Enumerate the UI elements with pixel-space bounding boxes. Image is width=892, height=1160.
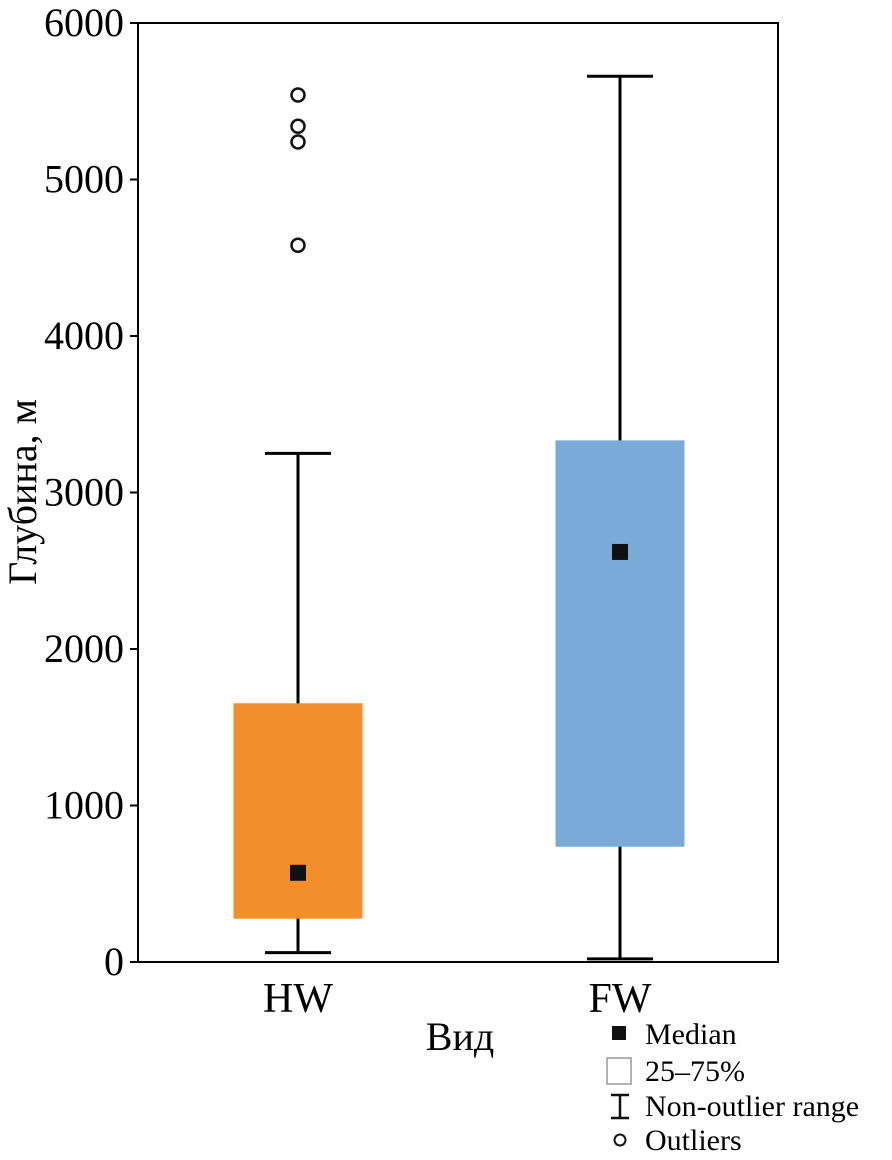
y-tick-label: 0 — [104, 939, 124, 984]
legend-range-icon — [611, 1093, 629, 1120]
y-tick-label: 4000 — [44, 313, 124, 358]
y-axis-title: Глубина, м — [0, 399, 45, 585]
x-tick-label: FW — [589, 976, 652, 1022]
y-tick-label: 3000 — [44, 470, 124, 515]
x-axis-title: Вид — [426, 1014, 494, 1059]
outlier-point — [290, 237, 306, 253]
outlier-point — [290, 87, 306, 103]
outlier-point — [290, 134, 306, 150]
legend: Median 25–75% Non-outlier range Outliers — [606, 1018, 859, 1157]
x-tick-label: HW — [263, 976, 333, 1022]
y-tick-label: 5000 — [44, 157, 124, 202]
y-tick-label: 2000 — [44, 626, 124, 671]
median-marker — [290, 864, 306, 881]
iqr-box — [555, 440, 685, 847]
y-tick-label: 6000 — [44, 0, 124, 45]
legend-box-swatch — [606, 1057, 632, 1085]
y-axis: 0 1000 2000 3000 4000 5000 6000 — [44, 0, 138, 984]
plot-area — [137, 22, 779, 963]
legend-outlier-icon — [613, 1133, 627, 1147]
y-tick-label: 1000 — [44, 783, 124, 828]
legend-range-label: Non-outlier range — [645, 1090, 859, 1123]
legend-box-label: 25–75% — [645, 1055, 745, 1088]
box-fw — [555, 74, 685, 961]
legend-median-label: Median — [645, 1018, 737, 1051]
legend-median-swatch — [612, 1026, 626, 1040]
x-axis: HW FW — [263, 976, 652, 1022]
box-hw — [233, 87, 363, 955]
outlier-point — [290, 118, 306, 135]
legend-outliers-label: Outliers — [645, 1124, 742, 1157]
median-marker — [612, 543, 628, 560]
iqr-box — [233, 703, 363, 919]
